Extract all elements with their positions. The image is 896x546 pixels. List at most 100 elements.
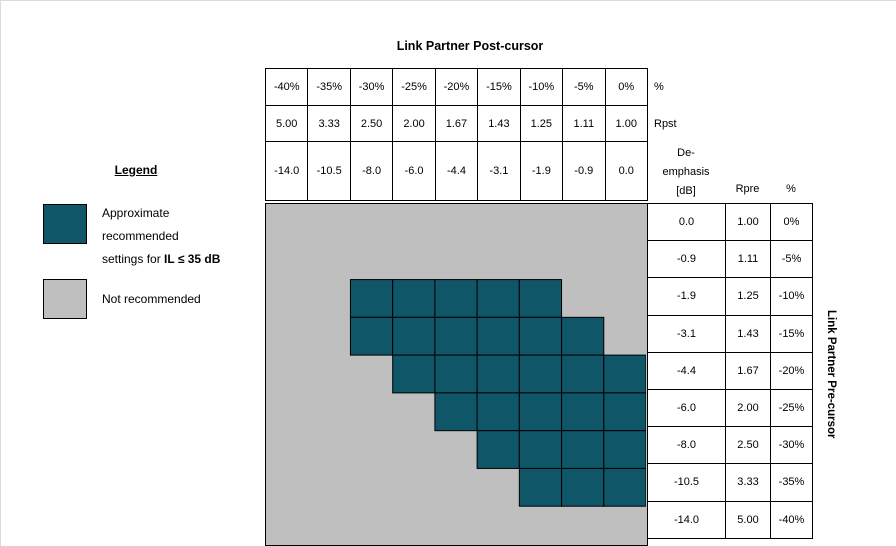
percent-header: %: [786, 183, 796, 195]
pre-cursor-cell: 2.00: [725, 388, 771, 428]
post-cursor-cell: -1.9: [519, 141, 564, 201]
heatmap-region: [265, 203, 648, 546]
heatmap-recommended-cell: [603, 467, 646, 507]
de-emphasis-header: De- emphasis [dB]: [662, 147, 710, 197]
post-cursor-cell: 1.67: [434, 105, 479, 142]
post-cursor-cell: -20%: [434, 68, 479, 106]
table-row: 5.00 3.33 2.50 2.00 1.67 1.43 1.25 1.11 1.00: [264, 105, 648, 142]
table-row: -40% -35% -30% -25% -20% -15% -10% -5% 0%: [264, 68, 648, 106]
table-row: -14.0 5.00 -40%: [647, 500, 813, 539]
pre-cursor-cell: -30%: [770, 426, 813, 465]
table-row: -4.4 1.67 -20%: [647, 351, 813, 390]
post-cursor-cell: 5.00: [264, 105, 309, 142]
pre-cursor-cell: -15%: [770, 314, 813, 353]
pre-cursor-axis-label: Link Partner Pre-cursor: [825, 310, 837, 439]
legend-line: recommended: [102, 229, 179, 243]
pre-cursor-cell: -4.4: [647, 351, 726, 390]
post-cursor-cell: -25%: [392, 68, 436, 106]
pre-cursor-cell: -0.9: [647, 240, 726, 279]
heatmap-recommended-cell: [476, 354, 520, 394]
table-row: -6.0 2.00 -25%: [647, 388, 813, 428]
pre-cursor-cell: 1.00: [725, 202, 771, 242]
table-row: -8.0 2.50 -30%: [647, 426, 813, 465]
post-cursor-cell: 0.0: [604, 141, 648, 201]
pre-cursor-cell: 1.25: [725, 277, 771, 316]
post-cursor-cell: 1.11: [562, 105, 606, 142]
heatmap-recommended-cell: [476, 430, 520, 469]
heatmap-recommended-cell: [349, 316, 394, 356]
table-row: -10.5 3.33 -35%: [647, 463, 813, 502]
heatmap-svg: [349, 279, 646, 507]
post-cursor-cell: -30%: [349, 68, 394, 106]
table-row: -14.0 -10.5 -8.0 -6.0 -4.4 -3.1 -1.9 -0.9 0.0: [264, 141, 648, 201]
pre-cursor-cell: -14.0: [647, 500, 726, 539]
pre-cursor-cell: -35%: [770, 463, 813, 502]
post-cursor-cell: -5%: [562, 68, 606, 106]
legend-text-recommended: Approximate recommended settings for IL …: [102, 202, 220, 271]
pre-cursor-cell: 1.67: [725, 351, 771, 390]
post-cursor-cell: -8.0: [349, 141, 394, 201]
pre-cursor-cell: 1.43: [725, 314, 771, 353]
heatmap-recommended-cell: [518, 354, 563, 394]
heatmap-recommended-cell: [349, 279, 394, 318]
post-cursor-cell: 1.25: [519, 105, 564, 142]
table-row: -3.1 1.43 -15%: [647, 314, 813, 353]
post-cursor-cell: -4.4: [434, 141, 479, 201]
post-cursor-cell: -35%: [307, 68, 351, 106]
post-cursor-cell: 1.43: [477, 105, 521, 142]
heatmap-recommended-cell: [561, 316, 605, 356]
post-cursor-cell: 3.33: [307, 105, 351, 142]
heatmap-recommended-cell: [434, 279, 478, 318]
pre-cursor-cell: 0%: [770, 202, 813, 242]
legend-swatch-not-recommended: [43, 279, 87, 319]
table-row: -1.9 1.25 -10%: [647, 277, 813, 316]
heatmap-recommended-cell: [476, 279, 520, 318]
heatmap-recommended-cell: [434, 316, 478, 356]
post-cursor-cell: 2.50: [349, 105, 394, 142]
heatmap-recommended-cell: [476, 316, 520, 356]
post-cursor-cell: 1.00: [604, 105, 648, 142]
heatmap-recommended-cell: [561, 430, 605, 469]
post-cursor-cell: 0%: [604, 68, 648, 106]
heatmap-recommended-cell: [561, 354, 605, 394]
pre-cursor-cell: -40%: [770, 500, 813, 539]
heatmap-recommended-cell: [518, 316, 563, 356]
post-cursor-cell: 2.00: [392, 105, 436, 142]
heatmap-recommended-cell: [518, 279, 563, 318]
post-cursor-cell: -10.5: [307, 141, 351, 201]
pre-cursor-cell: -10.5: [647, 463, 726, 502]
heatmap-recommended-cell: [561, 392, 605, 432]
heatmap-recommended-cell: [476, 392, 520, 432]
post-cursor-cell: -0.9: [562, 141, 606, 201]
heatmap-recommended-cell: [392, 316, 436, 356]
legend-line: Approximate: [102, 206, 170, 220]
post-cursor-cell: -40%: [264, 68, 309, 106]
pre-cursor-cell: -5%: [770, 240, 813, 279]
chart-title: Link Partner Post-cursor: [396, 39, 544, 53]
heatmap-recommended-cell: [518, 467, 563, 507]
post-cursor-cell: -15%: [477, 68, 521, 106]
pre-cursor-cell: 3.33: [725, 463, 771, 502]
pre-cursor-cell: -20%: [770, 351, 813, 390]
pre-cursor-cell: -1.9: [647, 277, 726, 316]
table-row: 0.0 1.00 0%: [647, 202, 813, 242]
pre-cursor-cell: -3.1: [647, 314, 726, 353]
heatmap-recommended-cell: [603, 392, 646, 432]
post-cursor-percent-label: %: [654, 81, 664, 93]
heatmap-recommended-cell: [392, 279, 436, 318]
legend-line: settings for IL ≤ 35 dB: [102, 252, 221, 266]
post-cursor-table: -40% -35% -30% -25% -20% -15% -10% -5% 0% 5.00 3.3…: [264, 68, 648, 201]
post-cursor-cell: -3.1: [477, 141, 521, 201]
heatmap-recommended-cell: [518, 430, 563, 469]
heatmap-recommended-cell: [561, 467, 605, 507]
pre-cursor-cell: 5.00: [725, 500, 771, 539]
heatmap-recommended-cell: [603, 354, 646, 394]
legend-text-not-recommended: Not recommended: [102, 292, 201, 306]
pre-cursor-cell: 0.0: [647, 202, 726, 242]
pre-cursor-table: 0.0 1.00 0% -0.9 1.11 -5% -1.9 1.25 -10% -3.1 1.43…: [647, 202, 813, 539]
heatmap-recommended-cell: [392, 354, 436, 394]
pre-cursor-cell: -10%: [770, 277, 813, 316]
pre-cursor-cell: -6.0: [647, 388, 726, 428]
heatmap-recommended-cell: [434, 354, 478, 394]
